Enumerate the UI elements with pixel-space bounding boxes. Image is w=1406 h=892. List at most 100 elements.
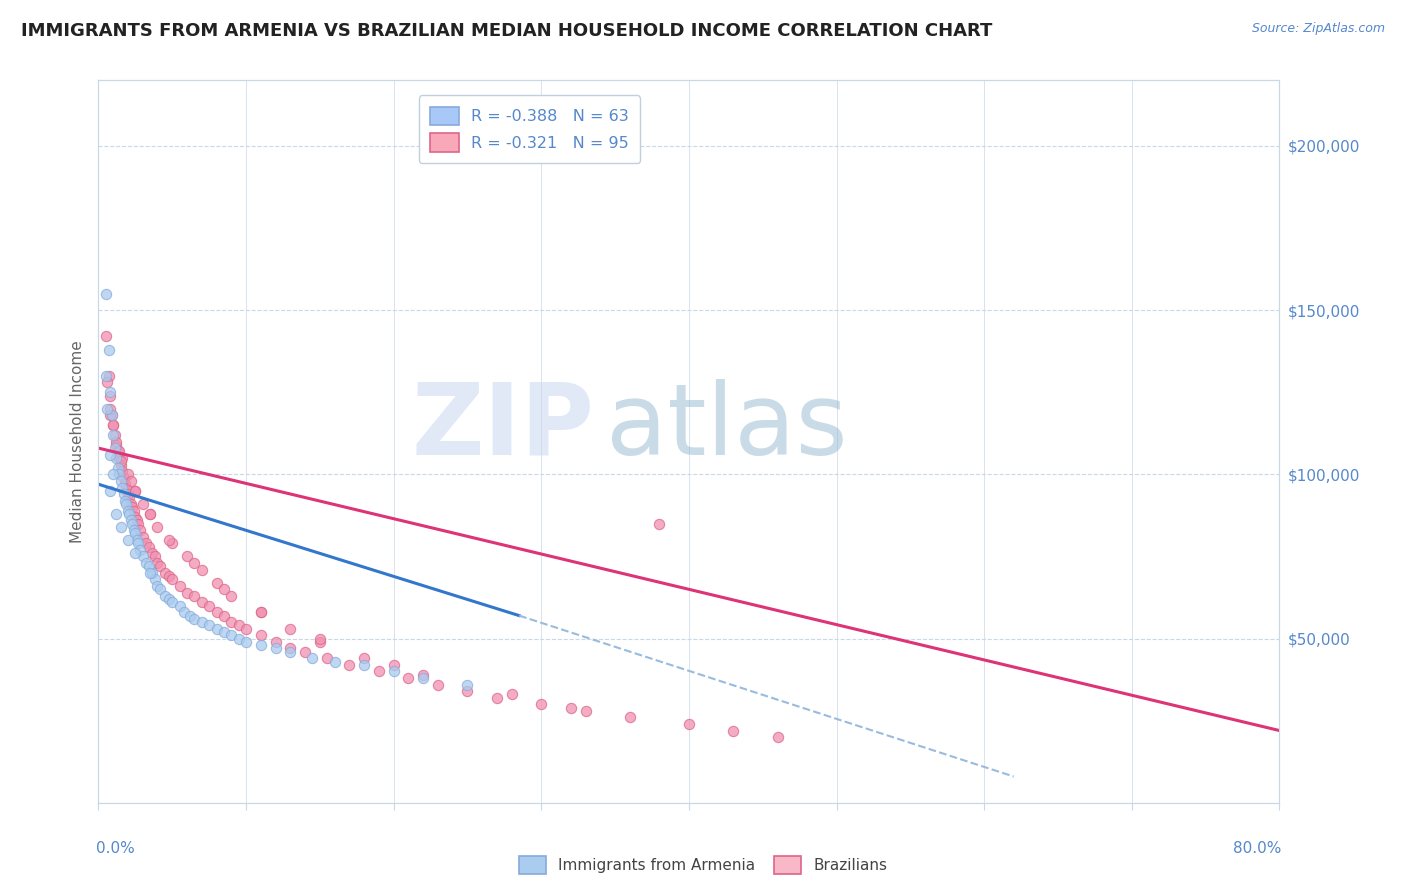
- Point: [221, 589, 243, 603]
- Point: [117, 503, 139, 517]
- Point: [619, 710, 641, 724]
- Point: [221, 615, 243, 630]
- Point: [121, 516, 143, 531]
- Point: [280, 641, 302, 656]
- Point: [111, 481, 134, 495]
- Point: [575, 704, 598, 718]
- Point: [132, 549, 155, 564]
- Point: [149, 582, 172, 597]
- Point: [124, 483, 146, 498]
- Point: [183, 589, 205, 603]
- Point: [382, 657, 405, 672]
- Point: [94, 329, 117, 343]
- Point: [118, 507, 141, 521]
- Point: [212, 608, 235, 623]
- Point: [173, 605, 195, 619]
- Point: [250, 605, 273, 619]
- Point: [162, 595, 183, 609]
- Point: [110, 454, 132, 468]
- Point: [412, 671, 434, 685]
- Point: [157, 533, 180, 547]
- Text: IMMIGRANTS FROM ARMENIA VS BRAZILIAN MEDIAN HOUSEHOLD INCOME CORRELATION CHART: IMMIGRANTS FROM ARMENIA VS BRAZILIAN MED…: [21, 22, 993, 40]
- Point: [678, 717, 700, 731]
- Point: [128, 542, 150, 557]
- Point: [104, 428, 127, 442]
- Point: [368, 665, 391, 679]
- Point: [309, 635, 332, 649]
- Point: [280, 645, 302, 659]
- Point: [124, 526, 146, 541]
- Point: [127, 516, 149, 531]
- Point: [107, 444, 129, 458]
- Point: [457, 684, 479, 698]
- Point: [105, 434, 128, 449]
- Point: [94, 286, 117, 301]
- Point: [143, 549, 166, 564]
- Point: [412, 667, 434, 681]
- Point: [179, 608, 201, 623]
- Point: [382, 665, 405, 679]
- Legend: Immigrants from Armenia, Brazilians: Immigrants from Armenia, Brazilians: [512, 850, 894, 880]
- Point: [112, 471, 135, 485]
- Point: [115, 497, 138, 511]
- Point: [108, 450, 131, 465]
- Point: [205, 575, 228, 590]
- Point: [135, 536, 157, 550]
- Point: [149, 559, 172, 574]
- Point: [427, 677, 450, 691]
- Point: [138, 540, 160, 554]
- Point: [135, 556, 157, 570]
- Point: [457, 677, 479, 691]
- Point: [250, 638, 273, 652]
- Point: [139, 507, 162, 521]
- Point: [169, 579, 191, 593]
- Point: [141, 566, 163, 580]
- Point: [103, 467, 125, 482]
- Point: [110, 520, 132, 534]
- Point: [105, 450, 128, 465]
- Point: [176, 549, 198, 564]
- Point: [169, 599, 191, 613]
- Point: [124, 546, 146, 560]
- Y-axis label: Median Household Income: Median Household Income: [69, 340, 84, 543]
- Point: [212, 582, 235, 597]
- Point: [191, 563, 214, 577]
- Point: [176, 585, 198, 599]
- Point: [205, 605, 228, 619]
- Text: 0.0%: 0.0%: [96, 841, 135, 856]
- Point: [105, 507, 128, 521]
- Point: [98, 385, 121, 400]
- Point: [122, 503, 145, 517]
- Point: [117, 533, 139, 547]
- Point: [98, 483, 121, 498]
- Point: [114, 477, 136, 491]
- Point: [110, 474, 132, 488]
- Point: [162, 573, 183, 587]
- Point: [104, 441, 127, 455]
- Point: [530, 698, 553, 712]
- Point: [250, 605, 273, 619]
- Point: [228, 632, 250, 646]
- Point: [118, 491, 141, 505]
- Point: [339, 657, 361, 672]
- Point: [264, 635, 287, 649]
- Point: [139, 507, 162, 521]
- Point: [132, 497, 155, 511]
- Point: [124, 510, 146, 524]
- Point: [323, 655, 346, 669]
- Text: 80.0%: 80.0%: [1233, 841, 1282, 856]
- Point: [97, 343, 120, 357]
- Point: [723, 723, 745, 738]
- Point: [280, 622, 302, 636]
- Point: [110, 458, 132, 472]
- Point: [138, 559, 160, 574]
- Text: Source: ZipAtlas.com: Source: ZipAtlas.com: [1251, 22, 1385, 36]
- Point: [183, 556, 205, 570]
- Point: [501, 687, 523, 701]
- Point: [139, 566, 162, 580]
- Point: [111, 464, 134, 478]
- Point: [228, 618, 250, 632]
- Point: [235, 635, 257, 649]
- Point: [132, 530, 155, 544]
- Point: [124, 483, 146, 498]
